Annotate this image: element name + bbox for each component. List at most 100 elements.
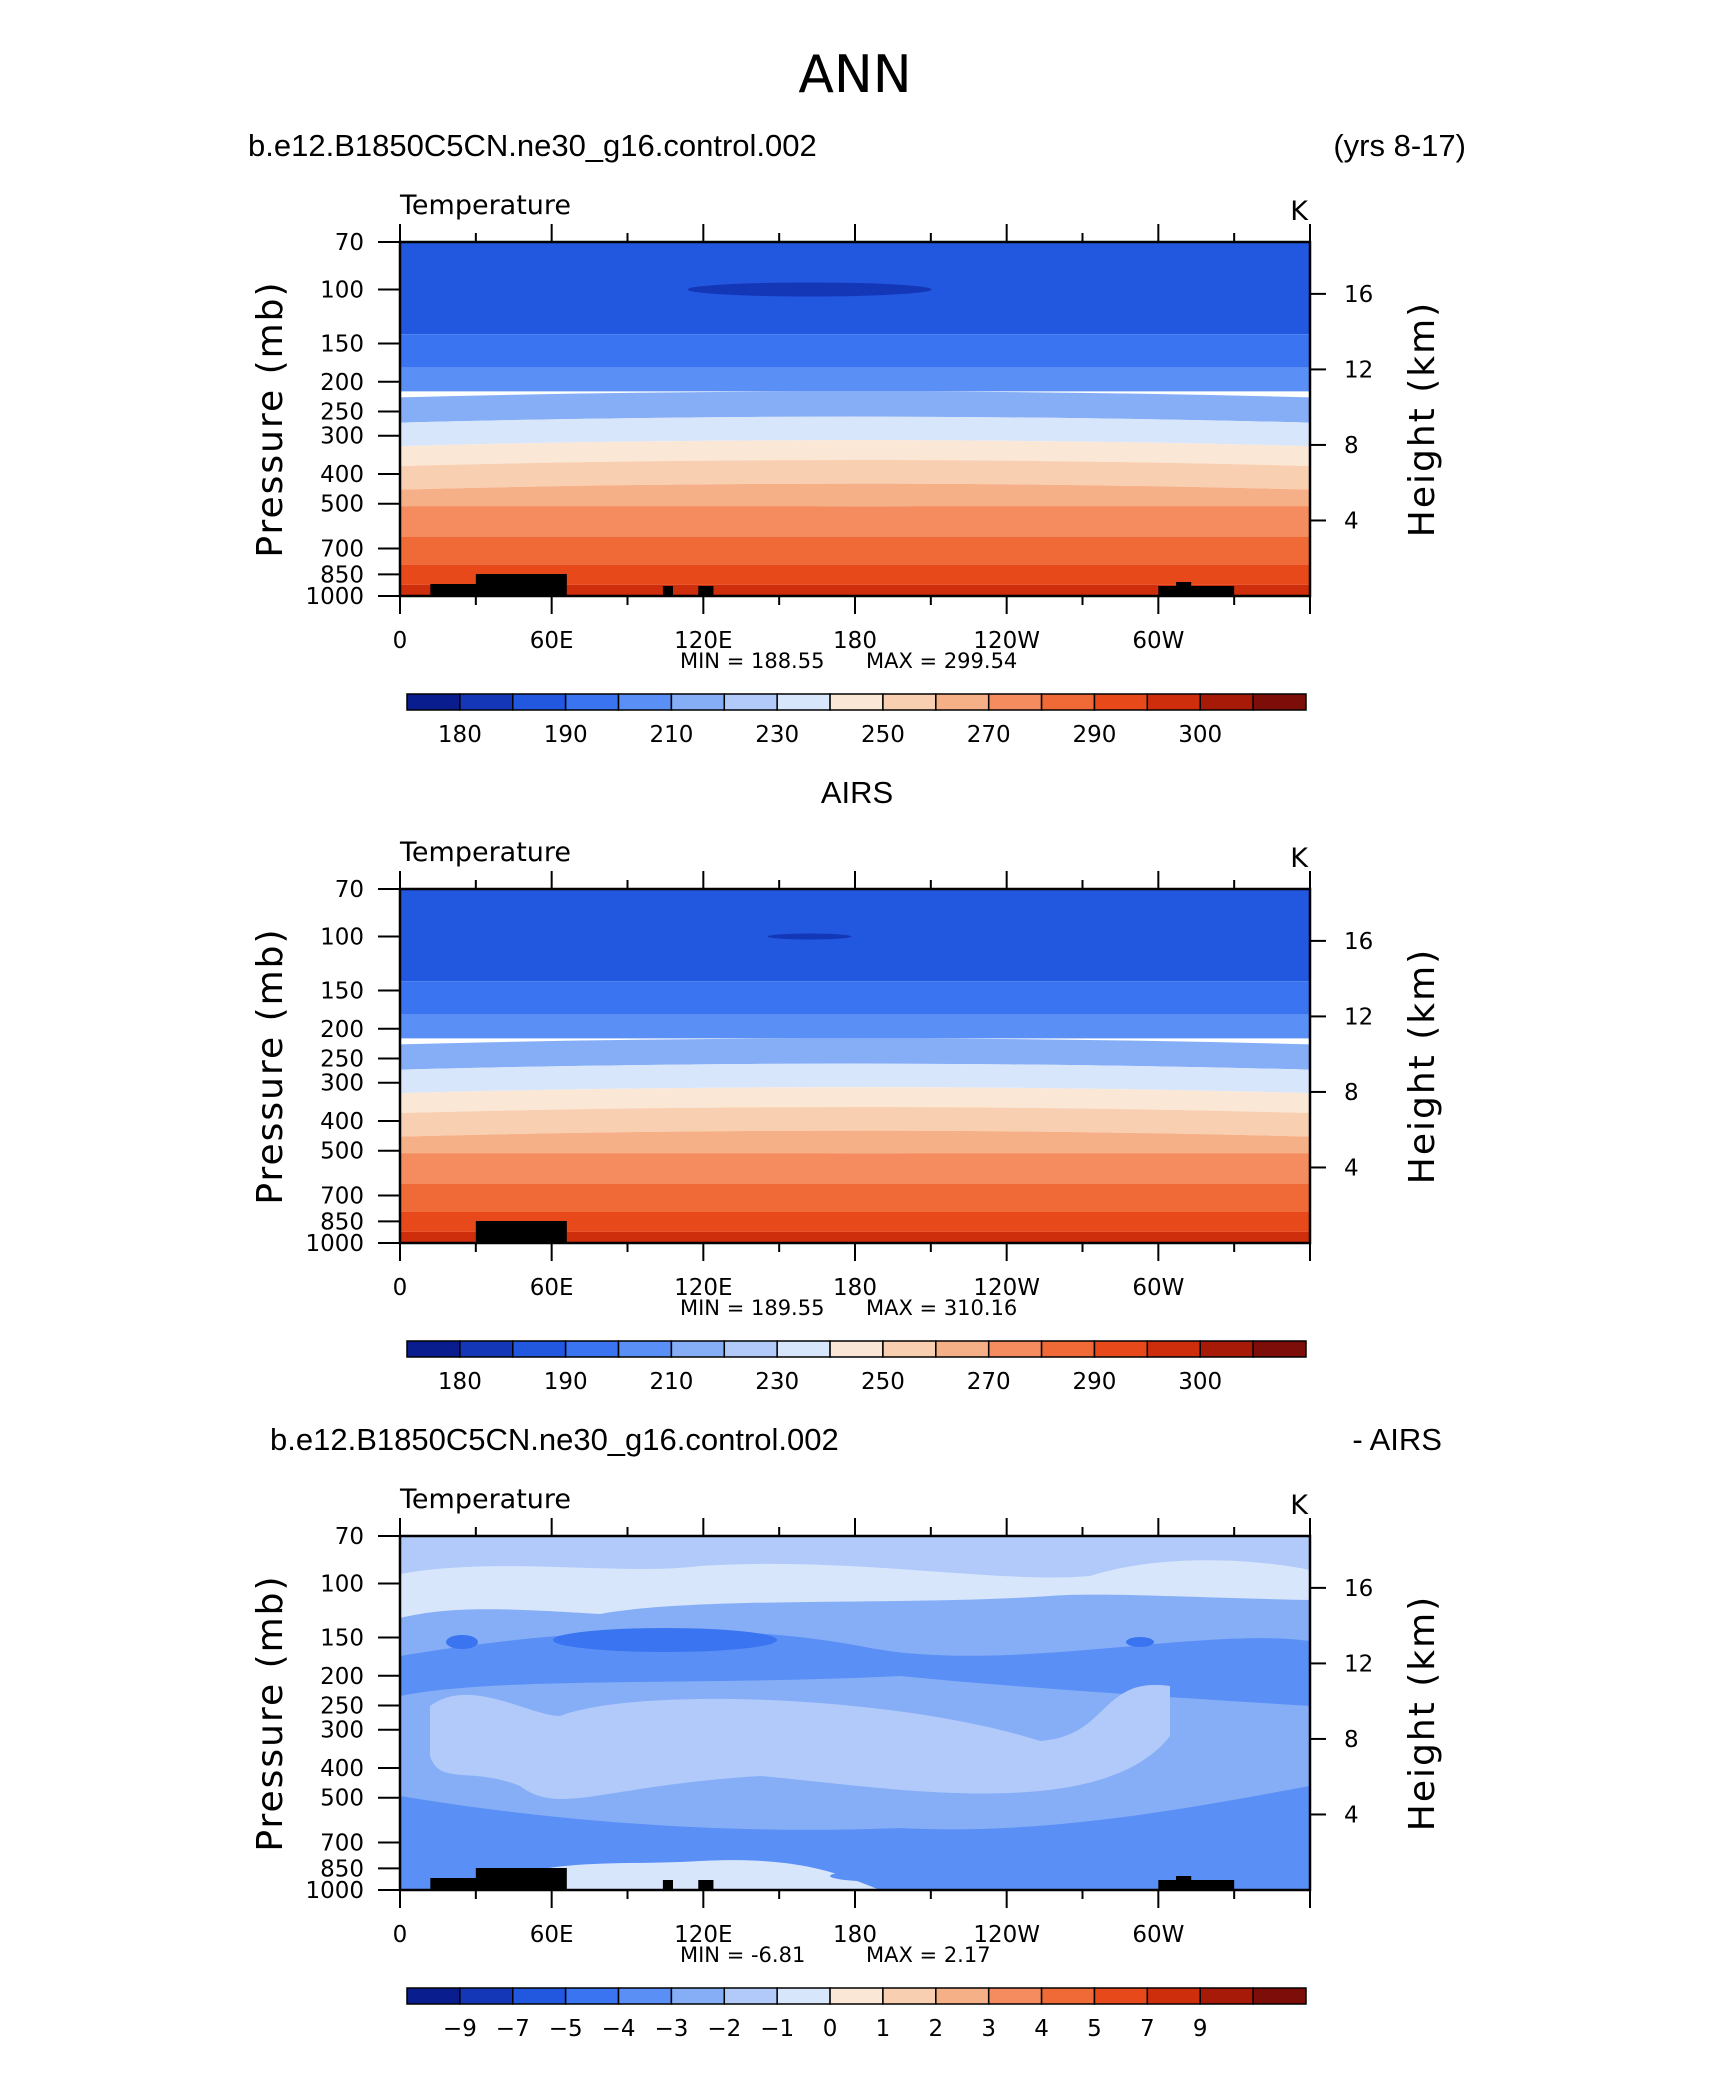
y-tick-label-pressure: 200 [320, 1664, 364, 1690]
colorbar-label: 190 [544, 1369, 588, 1395]
y-tick-label-pressure: 250 [320, 399, 364, 425]
variable-label: Temperature [399, 1484, 571, 1515]
y-axis-label-left: Pressure (mb) [250, 927, 291, 1204]
y-tick-label-pressure: 400 [320, 1109, 364, 1135]
colorbar-label: 270 [967, 722, 1011, 748]
colorbar-label: 300 [1178, 722, 1222, 748]
colorbar-label: 300 [1178, 1369, 1222, 1395]
y-tick-label-pressure: 200 [320, 1017, 364, 1043]
x-tick-label: 60W [1132, 1275, 1184, 1301]
units-label: K [1290, 196, 1309, 227]
panel-title-right: - AIRS [1352, 1422, 1442, 1457]
topography-mask [485, 1231, 557, 1243]
topography-mask [485, 1878, 557, 1890]
contour-band [400, 1106, 1310, 1137]
contour-cold-patch [687, 282, 932, 297]
contour-band [400, 584, 1310, 596]
colorbar-swatch [406, 693, 461, 711]
x-tick-label: 120E [674, 628, 732, 654]
min-label: MIN = 189.55 [680, 1296, 824, 1320]
colorbar-label: 230 [755, 1369, 799, 1395]
colorbar-swatch [512, 1340, 567, 1358]
y-tick-label-pressure: 850 [320, 1209, 364, 1235]
topography-mask [662, 1880, 673, 1890]
contour-band [430, 1684, 1170, 1799]
topography-mask [1158, 1880, 1235, 1890]
contour-band [400, 391, 1310, 423]
y-axis-label-right: Height (km) [1402, 301, 1443, 537]
y-tick-label-pressure: 700 [320, 1831, 364, 1857]
contour-cold-patch [1126, 1637, 1154, 1647]
y-tick-label-height: 12 [1344, 1004, 1373, 1030]
y-axis-label-right: Height (km) [1402, 1595, 1443, 1831]
colorbar-swatch [1093, 1987, 1149, 2005]
x-tick-label: 60E [530, 1275, 574, 1301]
x-tick-label: 120W [973, 1922, 1040, 1948]
y-tick-label-pressure: 100 [320, 924, 364, 950]
min-label: MIN = 188.55 [680, 649, 824, 673]
x-tick-label: 0 [393, 1275, 408, 1301]
colorbar-swatch [1093, 693, 1149, 711]
colorbar-swatch [829, 1340, 884, 1358]
colorbar-swatch [459, 1340, 514, 1358]
contour-band [400, 440, 1310, 466]
colorbar-swatch [459, 693, 514, 711]
colorbar-swatch [670, 1987, 726, 2005]
colorbar-swatch [617, 1340, 673, 1358]
y-tick-label-pressure: 250 [320, 1046, 364, 1072]
colorbar-swatch [617, 693, 673, 711]
colorbar-label: 190 [544, 722, 588, 748]
contour-band [400, 367, 1310, 392]
contour-band [400, 564, 1310, 585]
contour-band [480, 1860, 880, 1890]
colorbar-label: 4 [1034, 2016, 1049, 2042]
colorbar-swatch [723, 693, 778, 711]
variable-label: Temperature [399, 190, 571, 221]
colorbar-swatch [512, 1987, 567, 2005]
contour-cold-patch [767, 933, 852, 940]
y-tick-label-height: 4 [1344, 1155, 1359, 1181]
x-tick-label: 180 [833, 628, 877, 654]
colorbar-swatch [617, 1987, 673, 2005]
min-label: MIN = -6.81 [680, 1943, 805, 1967]
x-tick-label: 120E [674, 1922, 732, 1948]
y-axis-label-right: Height (km) [1402, 948, 1443, 1184]
colorbar-label: 180 [438, 1369, 482, 1395]
contour-band [400, 1183, 1310, 1212]
colorbar-label: 0 [823, 2016, 838, 2042]
colorbar-swatch [935, 693, 990, 711]
x-tick-label: 120W [973, 628, 1040, 654]
colorbar-label: −9 [443, 2016, 477, 2042]
colorbar-label: −4 [602, 2016, 636, 2042]
y-tick-label-pressure: 250 [320, 1693, 364, 1719]
y-tick-label-height: 4 [1344, 1802, 1359, 1828]
panel-title-center: AIRS [821, 775, 893, 810]
y-tick-label-pressure: 100 [320, 1571, 364, 1597]
panel-title-right: (yrs 8-17) [1333, 128, 1466, 163]
colorbar-swatch [776, 693, 831, 711]
colorbar-swatch [1146, 693, 1201, 711]
y-tick-label-height: 16 [1344, 1576, 1373, 1602]
y-tick-label-height: 16 [1344, 929, 1373, 955]
page-title: ANN [798, 45, 911, 105]
colorbar-swatch [1040, 693, 1096, 711]
y-tick-label-pressure: 150 [320, 1625, 364, 1651]
y-tick-label-pressure: 300 [320, 1071, 364, 1097]
colorbar-swatch [564, 1340, 620, 1358]
colorbar-swatch [1199, 1340, 1254, 1358]
colorbar-label: 270 [967, 1369, 1011, 1395]
contour-band [400, 1153, 1310, 1184]
y-tick-label-pressure: 100 [320, 277, 364, 303]
colorbar-swatch [1093, 1340, 1149, 1358]
colorbar-label: 5 [1087, 2016, 1102, 2042]
y-tick-label-pressure: 850 [320, 562, 364, 588]
colorbar-label: 210 [649, 722, 693, 748]
colorbar-swatch [670, 1340, 726, 1358]
y-tick-label-height: 8 [1344, 1080, 1359, 1106]
y-tick-label-pressure: 150 [320, 331, 364, 357]
units-label: K [1290, 843, 1309, 874]
colorbar-label: −7 [496, 2016, 530, 2042]
topography-mask [698, 586, 714, 596]
chart-panel-1: b.e12.B1850C5CN.ne30_g16.control.002 (yrs… [248, 128, 1466, 748]
